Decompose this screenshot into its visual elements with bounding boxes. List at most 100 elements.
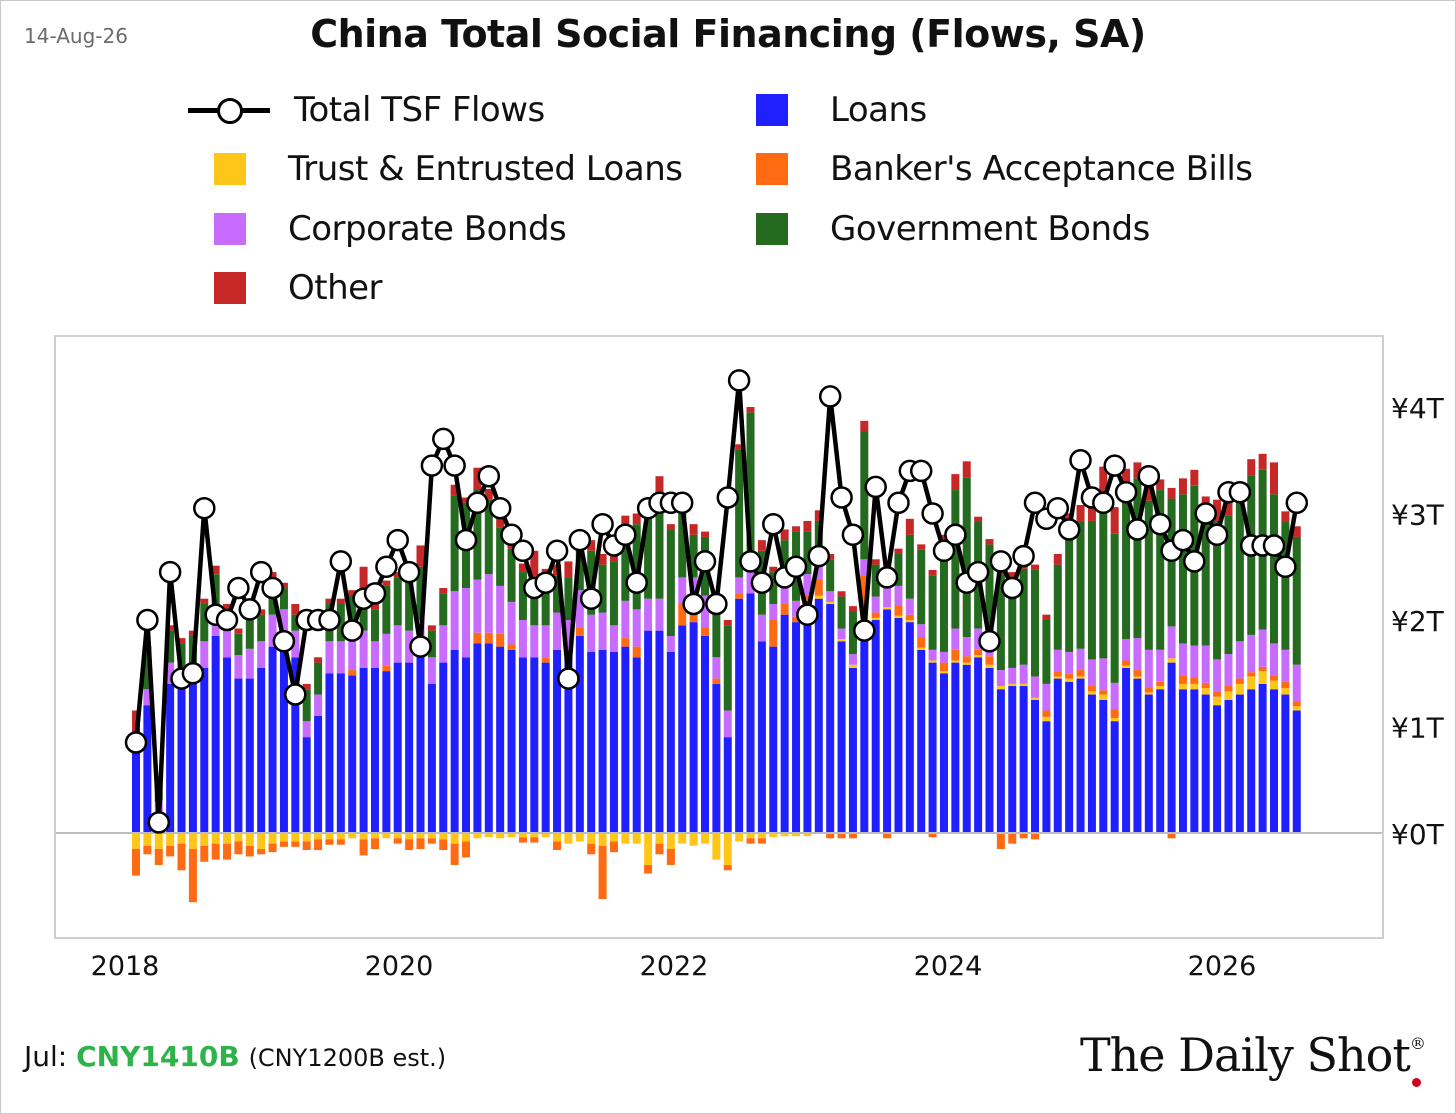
bar-segment-government-bonds xyxy=(996,574,1005,671)
bar-segment-trust-entrusted-loans xyxy=(894,615,903,618)
bar-segment-loans xyxy=(860,620,869,833)
bar-segment-other xyxy=(427,625,436,631)
bar-segment-government-bonds xyxy=(200,604,209,642)
bar-segment-corporate-bonds xyxy=(723,710,732,738)
bar-segment-banker-s-acceptance-bills xyxy=(826,833,835,839)
total-tsf-point xyxy=(568,528,592,552)
footer-month: Jul: xyxy=(24,1040,68,1073)
bar-segment-government-bonds xyxy=(962,477,971,638)
bar-segment-banker-s-acceptance-bills xyxy=(1213,691,1222,697)
total-tsf-point xyxy=(1137,464,1161,488)
bar-segment-corporate-bonds xyxy=(735,577,744,594)
bar-segment-banker-s-acceptance-bills xyxy=(393,838,402,844)
bar-segment-government-bonds xyxy=(427,630,436,658)
bar-segment-loans xyxy=(132,742,140,833)
bar-segment-loans xyxy=(1292,710,1301,833)
bar-segment-trust-entrusted-loans xyxy=(200,833,209,846)
bar-segment-government-bonds xyxy=(1087,520,1096,660)
footer-estimate: (CNY1200B est.) xyxy=(248,1044,447,1072)
bar-segment-loans xyxy=(1065,681,1074,833)
bar-segment-banker-s-acceptance-bills xyxy=(951,649,960,661)
bar-segment-banker-s-acceptance-bills xyxy=(996,833,1005,849)
bar-segment-other xyxy=(666,524,675,530)
bar-segment-government-bonds xyxy=(678,502,687,578)
total-tsf-point xyxy=(511,539,535,563)
bar-segment-corporate-bonds xyxy=(939,651,948,663)
total-tsf-point xyxy=(124,731,148,754)
total-tsf-point xyxy=(272,630,296,653)
total-tsf-point xyxy=(853,619,876,642)
bar-segment-government-bonds xyxy=(1270,494,1278,644)
bar-segment-trust-entrusted-loans xyxy=(268,833,277,844)
bar-segment-banker-s-acceptance-bills xyxy=(871,612,880,618)
bar-segment-other xyxy=(860,420,869,432)
bar-segment-banker-s-acceptance-bills xyxy=(1178,675,1187,684)
daily-shot-logo: The Daily Shot® xyxy=(1080,1028,1426,1087)
bar-segment-loans xyxy=(814,598,823,833)
bar-segment-trust-entrusted-loans xyxy=(462,833,471,842)
bar-segment-other xyxy=(382,580,391,586)
bar-segment-banker-s-acceptance-bills xyxy=(1042,710,1051,717)
bar-segment-trust-entrusted-loans xyxy=(1281,688,1290,695)
total-tsf-point xyxy=(215,608,239,632)
total-tsf-point xyxy=(1183,550,1206,573)
bar-segment-trust-entrusted-loans xyxy=(132,833,140,849)
total-tsf-point xyxy=(716,486,740,509)
footer-latest-reading: Jul: CNY1410B (CNY1200B est.) xyxy=(24,1040,446,1073)
bar-segment-banker-s-acceptance-bills xyxy=(837,833,846,839)
bar-segment-loans xyxy=(1178,689,1187,833)
bar-segment-loans xyxy=(370,667,379,833)
bar-segment-trust-entrusted-loans xyxy=(587,833,596,844)
bar-segment-banker-s-acceptance-bills xyxy=(1076,670,1085,677)
bar-segment-loans xyxy=(985,667,994,833)
bar-segment-banker-s-acceptance-bills xyxy=(279,841,288,847)
bar-segment-other xyxy=(1213,499,1222,521)
bar-segment-corporate-bonds xyxy=(792,600,801,617)
bar-segment-banker-s-acceptance-bills xyxy=(1201,682,1210,689)
total-tsf-point xyxy=(693,550,717,573)
total-tsf-point xyxy=(443,454,466,477)
bar-segment-other xyxy=(177,638,186,644)
bar-segment-other xyxy=(1042,614,1051,620)
y-tick-label: ¥2T xyxy=(1391,605,1445,638)
bar-segment-banker-s-acceptance-bills xyxy=(200,845,209,862)
total-tsf-point xyxy=(158,560,182,584)
bar-segment-banker-s-acceptance-bills xyxy=(302,841,311,851)
bar-segment-trust-entrusted-loans xyxy=(382,833,391,839)
bar-segment-loans xyxy=(735,598,744,833)
total-tsf-point xyxy=(887,491,910,515)
bar-segment-corporate-bonds xyxy=(1144,649,1153,688)
bar-segment-government-bonds xyxy=(302,689,311,722)
bar-segment-trust-entrusted-loans xyxy=(666,833,675,849)
total-tsf-point xyxy=(830,486,853,509)
bar-segment-trust-entrusted-loans xyxy=(1019,683,1028,687)
bar-segment-other xyxy=(701,531,709,537)
bar-segment-government-bonds xyxy=(894,553,903,586)
bar-segment-loans xyxy=(314,715,323,833)
bar-segment-corporate-bonds xyxy=(1247,634,1256,673)
total-tsf-point xyxy=(181,662,205,685)
bar-segment-other xyxy=(462,497,471,503)
bar-segment-trust-entrusted-loans xyxy=(1087,691,1096,695)
bar-segment-loans xyxy=(541,662,550,833)
bar-segment-loans xyxy=(1076,678,1085,833)
bar-segment-loans xyxy=(678,625,687,833)
bar-segment-trust-entrusted-loans xyxy=(1270,680,1278,690)
bar-segment-loans xyxy=(609,651,618,833)
bar-segment-loans xyxy=(1224,699,1233,834)
bar-segment-corporate-bonds xyxy=(632,609,641,647)
bar-segment-government-bonds xyxy=(314,662,323,695)
total-tsf-point xyxy=(1012,544,1035,568)
bar-segment-loans xyxy=(291,657,300,833)
bar-segment-corporate-bonds xyxy=(1076,648,1085,671)
bar-segment-government-bonds xyxy=(837,596,846,629)
bar-segment-banker-s-acceptance-bills xyxy=(314,839,323,851)
bar-segment-trust-entrusted-loans xyxy=(871,617,880,620)
bar-segment-loans xyxy=(427,683,436,833)
bar-segment-government-bonds xyxy=(553,575,562,613)
bar-segment-loans xyxy=(188,683,197,833)
bar-segment-banker-s-acceptance-bills xyxy=(701,627,709,636)
legend-swatch xyxy=(756,153,788,185)
total-tsf-point xyxy=(682,592,705,616)
bar-segment-government-bonds xyxy=(1099,498,1108,659)
